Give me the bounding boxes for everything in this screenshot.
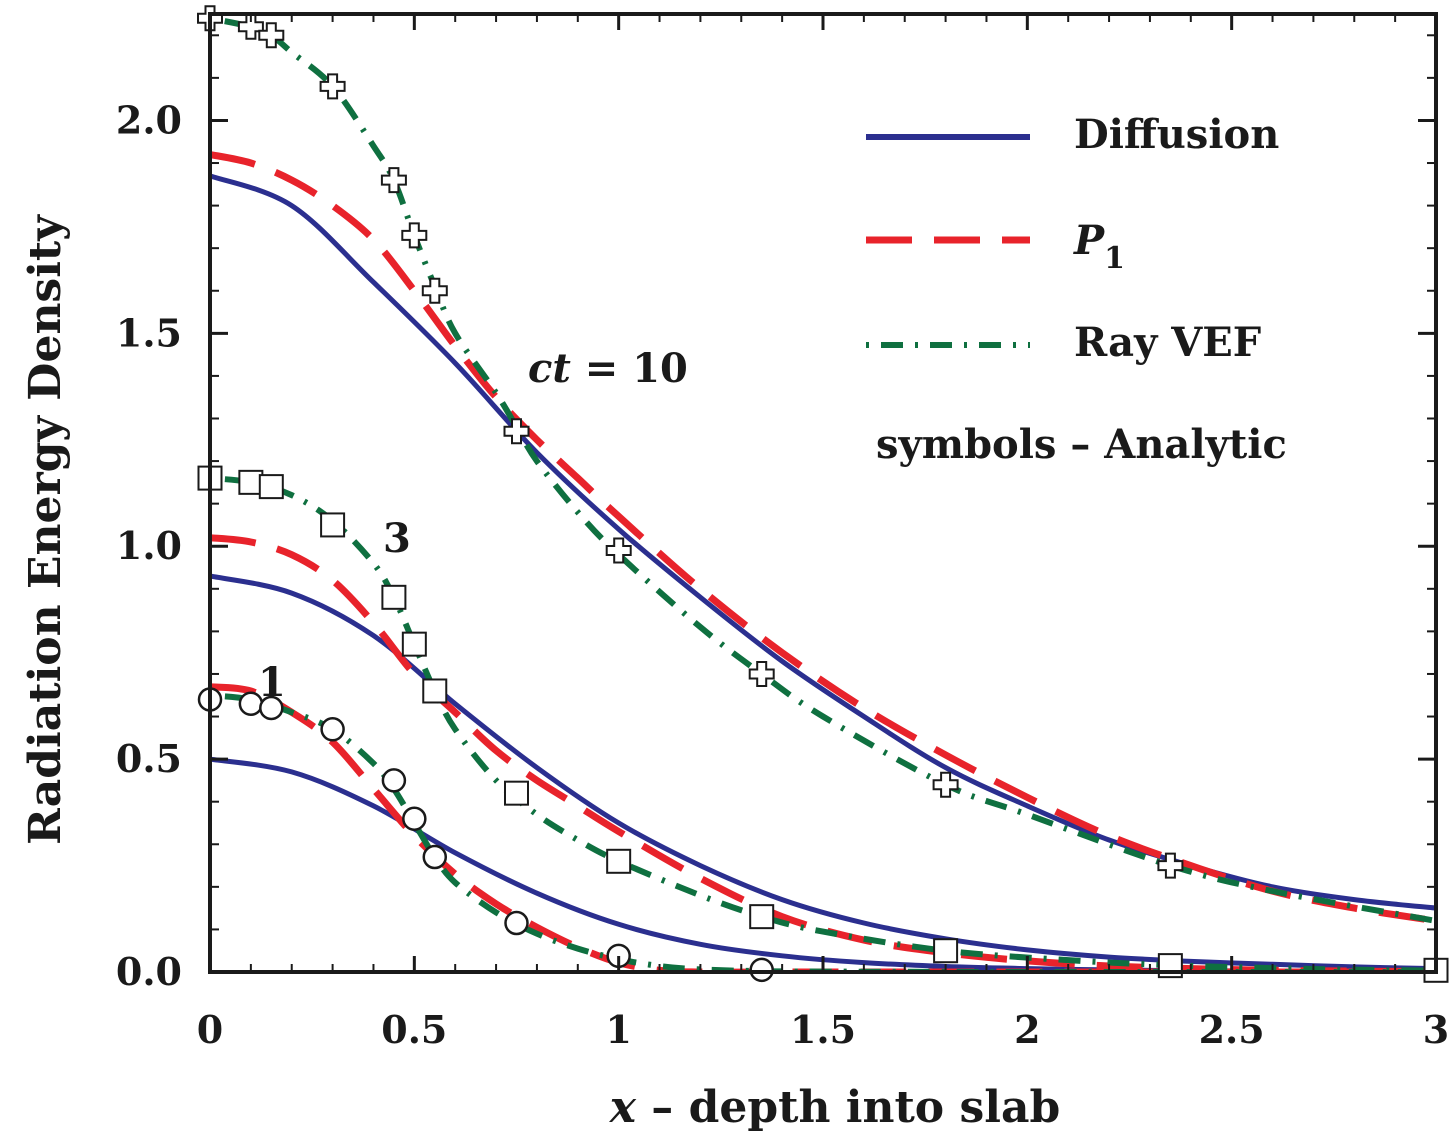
series-p1-t1: [210, 683, 1436, 972]
analytic-square-t3: [933, 938, 959, 964]
y-tick-label: 2.0: [116, 97, 182, 142]
legend: Diffusion P1 Ray VEF symbols – Analytic: [866, 111, 1287, 468]
analytic-circle-t1: [402, 806, 427, 831]
series-p1-t10: [210, 151, 1436, 925]
annotation-time-1: 1: [258, 659, 286, 706]
analytic-square-t3: [422, 678, 448, 704]
analytic-square-t3: [320, 512, 346, 538]
x-tick-label: 2.5: [1199, 1007, 1265, 1052]
analytic-plus-t10: [503, 418, 530, 445]
legend-label-p1: P1: [1073, 217, 1125, 276]
analytic-circle-t1: [422, 844, 448, 870]
analytic-plus-t10: [380, 167, 407, 194]
analytic-plus-t10: [401, 222, 428, 249]
analytic-plus-t10: [258, 22, 285, 49]
series-layer: [210, 15, 1436, 972]
analytic-plus-t10: [421, 277, 448, 304]
analytic-circle-t1: [381, 768, 407, 793]
analytic-plus-t10: [748, 661, 775, 687]
x-axis-label: x – depth into slab: [609, 1082, 1061, 1133]
analytic-circle-t1: [259, 695, 284, 721]
analytic-plus-t10: [932, 771, 959, 798]
x-tick-label: 2: [1014, 1007, 1040, 1052]
annotation-ct-10: ct = 10: [528, 345, 688, 392]
annotation-ct-value: = 10: [571, 345, 688, 392]
legend-label-p1-sub: 1: [1104, 241, 1125, 276]
x-tick-label: 1: [605, 1007, 631, 1052]
x-tick-label: 0: [197, 1007, 223, 1052]
y-tick-label: 0.5: [116, 736, 182, 781]
analytic-square-t3: [258, 474, 284, 500]
analytic-square-t3: [606, 848, 632, 874]
annotation-ct-var: ct: [528, 345, 571, 392]
x-tick-label: 0.5: [381, 1007, 447, 1052]
analytic-square-t3: [749, 904, 775, 930]
legend-label-p1-main: P: [1073, 217, 1106, 264]
analytic-plus-t10: [605, 537, 632, 564]
analytic-plus-t10: [1157, 852, 1184, 879]
legend-label-diffusion: Diffusion: [1074, 111, 1279, 158]
annotation-time-3: 3: [383, 515, 411, 562]
analytic-plus-t10: [319, 73, 346, 100]
analytic-square-t3: [381, 584, 407, 610]
x-axis-label-var: x: [609, 1082, 637, 1133]
y-axis-label: Radiation Energy Density: [20, 214, 71, 845]
analytic-circle-t1: [320, 717, 345, 742]
x-tick-label: 1.5: [790, 1007, 856, 1052]
x-tick-label: 3: [1423, 1007, 1449, 1052]
analytic-plus-t10: [237, 13, 264, 40]
x-axis-label-text: – depth into slab: [636, 1082, 1060, 1133]
legend-note-analytic: symbols – Analytic: [876, 421, 1287, 468]
series-ray-t10: [210, 15, 1436, 924]
axis-ticks: 0 0.5 1 1.5 2 2.5 3 0.0 0.5 1.0 1.5 2.0: [116, 14, 1449, 1052]
analytic-circle-t1: [749, 957, 774, 983]
analytic-square-t3: [401, 631, 427, 657]
analytic-circle-t1: [504, 910, 529, 936]
series-diffusion-t3: [210, 573, 1436, 972]
series-ray-t3: [210, 475, 1436, 972]
y-tick-label: 1.5: [116, 310, 182, 355]
y-tick-label: 0.0: [116, 949, 182, 994]
y-tick-label: 1.0: [116, 523, 182, 568]
legend-label-ray-vef: Ray VEF: [1074, 319, 1261, 366]
analytic-square-t3: [504, 780, 529, 806]
